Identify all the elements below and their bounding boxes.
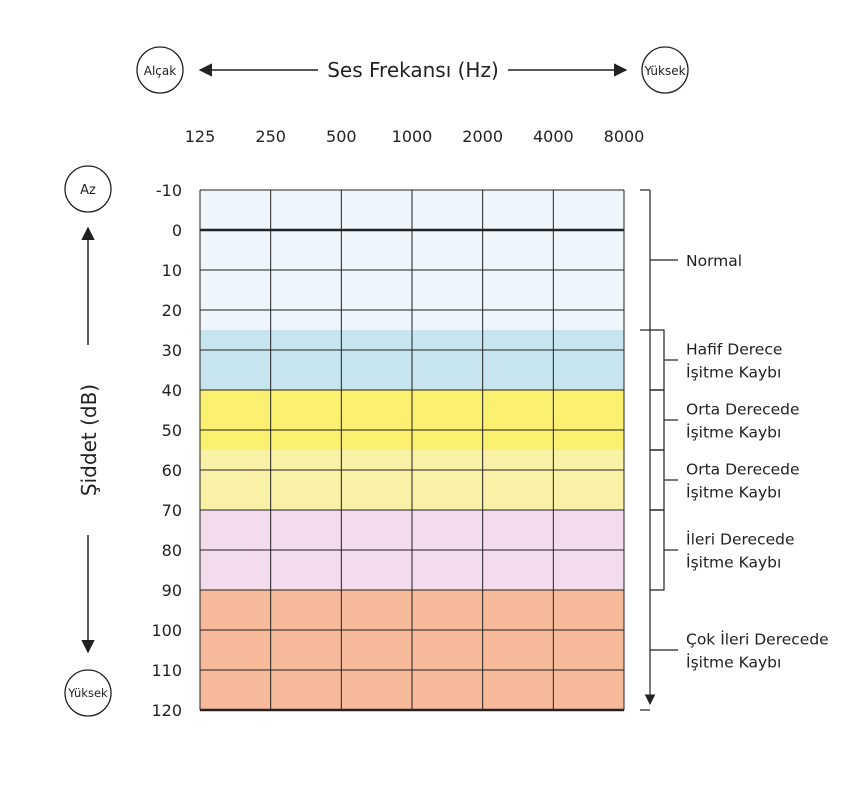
high-circle xyxy=(641,46,689,94)
x-tick-label: 8000 xyxy=(604,127,645,146)
y-tick-label: 30 xyxy=(162,341,182,360)
bottom-label: Yüksek xyxy=(67,686,108,700)
category-label: Çok İleri Derecede xyxy=(686,630,829,649)
category-label: İşitme Kaybı xyxy=(686,653,781,672)
category-bracket-4 xyxy=(650,509,665,591)
x-tick-label: 1000 xyxy=(392,127,433,146)
intensity-title: Şiddet (dB) xyxy=(77,384,101,496)
y-tick-label: 50 xyxy=(162,421,182,440)
intensity-axis: Az Şiddet (dB) Yüksek xyxy=(64,165,112,717)
top-label: Az xyxy=(80,183,96,198)
x-tick-label: 500 xyxy=(326,127,357,146)
frequency-title: Ses Frekansı (Hz) xyxy=(327,58,499,82)
y-tick-label: 60 xyxy=(162,461,182,480)
x-tick-label: 2000 xyxy=(462,127,503,146)
y-tick-label: 110 xyxy=(151,661,182,680)
low-circle xyxy=(136,46,184,94)
category-label: İşitme Kaybı xyxy=(686,363,781,382)
category-label: Orta Derecede xyxy=(686,401,800,419)
category-bracket-1 xyxy=(650,329,665,391)
category-label: Orta Derecede xyxy=(686,461,800,479)
category-label: Normal xyxy=(686,252,742,270)
category-label: Hafif Derece xyxy=(686,341,782,359)
plot-area: -10 0 10 20 30 40 50 60 70 80 90 100 110 120 125 250 500… xyxy=(151,127,828,720)
x-tick-label: 4000 xyxy=(533,127,574,146)
y-tick-label: 80 xyxy=(162,541,182,560)
y-tick-label: -10 xyxy=(156,181,182,200)
y-tick-label: 100 xyxy=(151,621,182,640)
x-tick-label: 250 xyxy=(255,127,286,146)
top-circle xyxy=(64,165,112,213)
low-label: Alçak xyxy=(144,64,176,78)
x-tick-label: 125 xyxy=(185,127,216,146)
frequency-header: Alçak Ses Frekansı (Hz) Yüksek xyxy=(136,46,689,94)
high-label: Yüksek xyxy=(643,64,685,78)
bottom-circle xyxy=(64,669,112,717)
y-tick-label: 0 xyxy=(172,221,182,240)
category-label: İşitme Kaybı xyxy=(686,423,781,442)
y-tick-label: 120 xyxy=(151,701,182,720)
y-tick-label: 90 xyxy=(162,581,182,600)
y-tick-label: 10 xyxy=(162,261,182,280)
y-tick-label: 20 xyxy=(162,301,182,320)
category-bracket-2 xyxy=(650,389,665,451)
category-bracket-3 xyxy=(650,449,665,511)
y-tick-label: 70 xyxy=(162,501,182,520)
category-label: İşitme Kaybı xyxy=(686,553,781,572)
category-label: İleri Derecede xyxy=(686,530,795,549)
category-label: İşitme Kaybı xyxy=(686,483,781,502)
y-tick-label: 40 xyxy=(162,381,182,400)
